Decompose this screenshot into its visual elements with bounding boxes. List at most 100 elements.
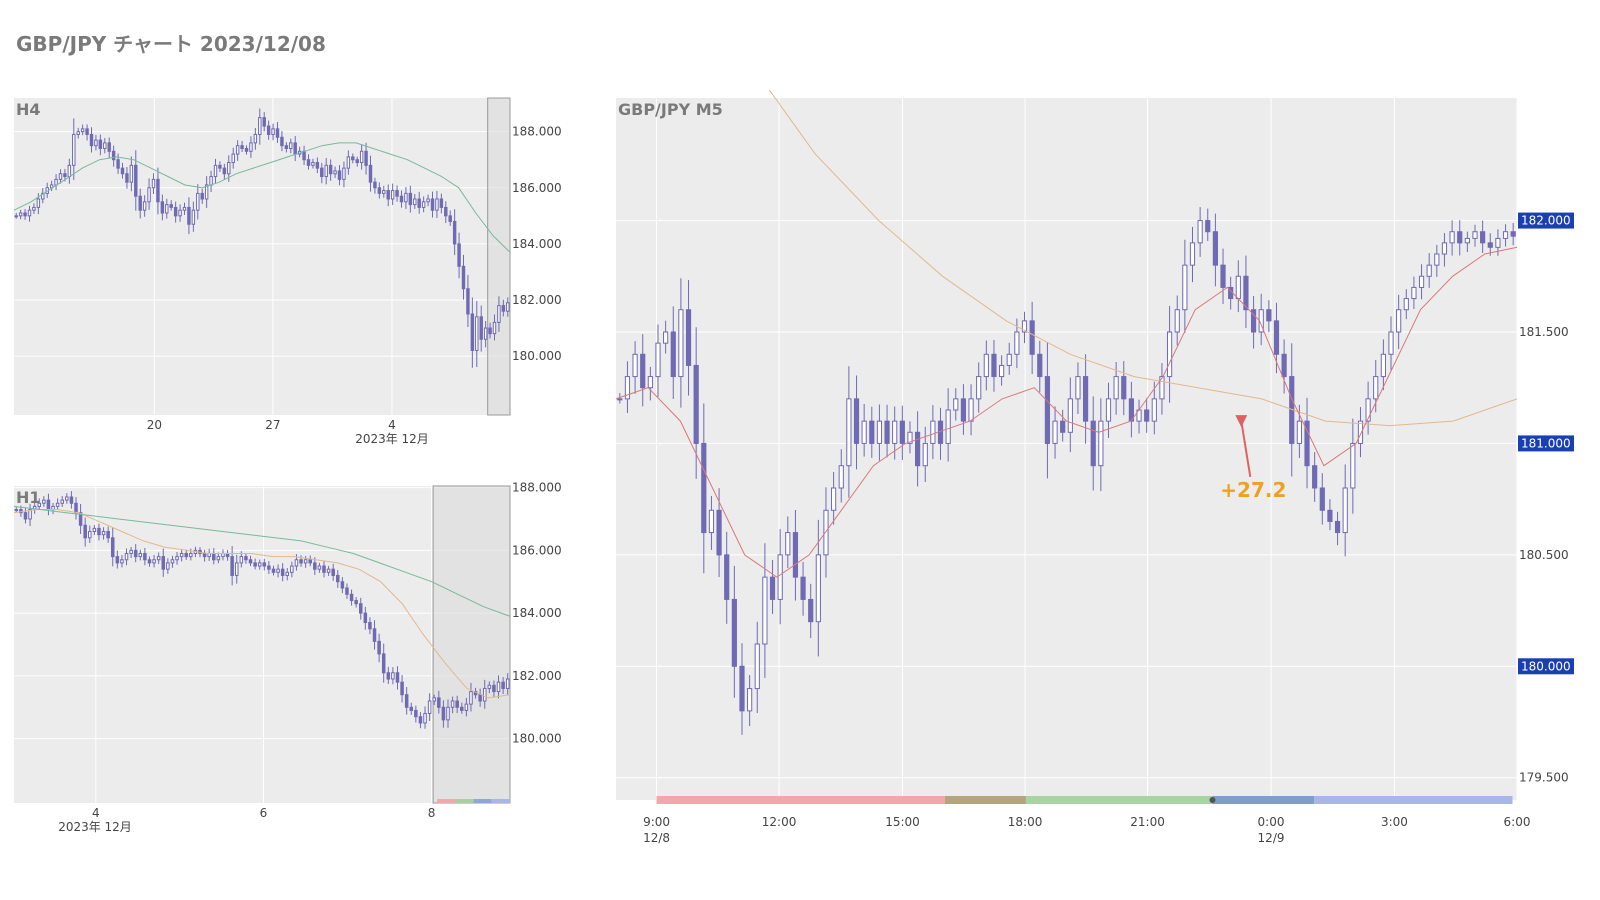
m5-candle bbox=[1480, 231, 1486, 244]
m5-x-tick-label: 0:00 bbox=[1258, 815, 1285, 829]
h1-chart[interactable]: 188.000 186.000 184.000 182.000 180.000 4 6 8 20… bbox=[0, 478, 580, 848]
h4-candle bbox=[506, 302, 510, 312]
m5-candle bbox=[1441, 242, 1448, 255]
h1-candle bbox=[432, 697, 436, 702]
h1-candle bbox=[372, 628, 377, 642]
m5-candle bbox=[1060, 420, 1066, 433]
m5-candle bbox=[846, 398, 852, 467]
h4-candle bbox=[289, 142, 293, 149]
h1-candle bbox=[276, 568, 280, 573]
h4-candle bbox=[457, 243, 461, 267]
m5-candle bbox=[1266, 309, 1272, 322]
m5-candle bbox=[945, 409, 951, 444]
m5-x-tick-label: 3:00 bbox=[1381, 815, 1408, 829]
m5-candle bbox=[1235, 275, 1241, 300]
h4-candle bbox=[107, 142, 111, 152]
h1-y-tick-label: 186.000 bbox=[512, 543, 562, 557]
m5-candle bbox=[1495, 237, 1501, 248]
h1-candle bbox=[166, 562, 170, 570]
h4-candle bbox=[483, 327, 488, 340]
h4-candle bbox=[302, 150, 306, 161]
h4-candle bbox=[54, 178, 58, 186]
m5-chart[interactable]: 182.000181.500181.000180.500179.500182.0… bbox=[600, 90, 1600, 850]
m5-candle bbox=[892, 420, 898, 444]
h4-candle bbox=[262, 117, 266, 127]
m5-candle bbox=[1312, 465, 1318, 489]
h1-candle bbox=[106, 531, 110, 539]
m5-candle bbox=[777, 554, 783, 600]
m5-candle bbox=[1396, 309, 1402, 333]
m5-chart-panel: 182.000181.500181.000180.500179.500182.0… bbox=[600, 90, 1600, 850]
m5-candle bbox=[1212, 231, 1218, 266]
h1-candle bbox=[478, 694, 482, 702]
h4-candle bbox=[399, 195, 404, 203]
h1-candle bbox=[143, 552, 147, 561]
h1-y-tick-label: 184.000 bbox=[512, 606, 562, 620]
m5-candle bbox=[853, 398, 860, 444]
m5-candle bbox=[968, 398, 974, 422]
h1-candle bbox=[184, 552, 188, 558]
h4-candle bbox=[125, 173, 129, 183]
m5-candle bbox=[1449, 231, 1455, 244]
m5-candle bbox=[1487, 242, 1493, 248]
h4-candle bbox=[76, 131, 80, 135]
m5-candle bbox=[1044, 376, 1051, 444]
h1-candle bbox=[88, 531, 92, 539]
h1-candle bbox=[303, 559, 308, 564]
m5-x-tick-label: 12:00 bbox=[762, 815, 797, 829]
h4-candle bbox=[497, 305, 501, 323]
h4-candle bbox=[452, 220, 457, 245]
h1-candle bbox=[257, 562, 262, 567]
m5-price-badge-label: 182.000 bbox=[1521, 214, 1571, 228]
m5-candle bbox=[685, 309, 692, 366]
m5-candle bbox=[754, 643, 760, 690]
h1-candle bbox=[97, 527, 101, 536]
h4-candle bbox=[466, 288, 470, 315]
h4-candle bbox=[266, 125, 271, 135]
m5-candle bbox=[655, 342, 661, 378]
m5-y-tick-label: 180.500 bbox=[1519, 548, 1569, 562]
m5-trade-line bbox=[1240, 420, 1252, 478]
m5-candle bbox=[1365, 398, 1371, 422]
h4-candle bbox=[111, 150, 116, 161]
m5-candle bbox=[1464, 237, 1470, 244]
h4-y-tick-label: 182.000 bbox=[512, 293, 562, 307]
m5-candle bbox=[953, 398, 959, 411]
h4-candle bbox=[165, 204, 169, 214]
m5-candle bbox=[1388, 331, 1394, 355]
h4-y-tick-label: 186.000 bbox=[512, 181, 562, 195]
h1-candle bbox=[308, 559, 312, 564]
h4-candle bbox=[209, 176, 213, 186]
h1-candle bbox=[336, 574, 340, 583]
h4-candle bbox=[80, 128, 85, 133]
m5-candle bbox=[1029, 320, 1035, 355]
h4-candle bbox=[138, 195, 142, 211]
h4-chart[interactable]: 188.000 186.000 184.000 182.000 180.000 20 27 4… bbox=[0, 90, 580, 460]
h4-y-tick-label: 188.000 bbox=[512, 125, 562, 139]
m5-candle bbox=[1350, 442, 1356, 489]
h4-candle bbox=[324, 164, 328, 178]
h1-candle bbox=[120, 559, 124, 564]
h1-candle bbox=[115, 556, 120, 564]
h4-candle bbox=[235, 145, 240, 155]
h1-candle bbox=[285, 571, 290, 576]
h4-candle bbox=[213, 164, 218, 178]
h1-candle bbox=[14, 509, 19, 512]
h4-candle bbox=[373, 181, 377, 189]
h4-candle bbox=[364, 150, 368, 166]
h1-candle bbox=[368, 622, 372, 630]
m5-candle bbox=[915, 431, 921, 467]
h4-candle bbox=[227, 162, 231, 175]
h1-ma-long-line bbox=[13, 505, 511, 617]
m5-candle bbox=[1037, 353, 1043, 378]
m5-ma-long-line bbox=[768, 90, 1518, 427]
h1-candle bbox=[363, 612, 368, 624]
m5-candle bbox=[1189, 242, 1196, 266]
h1-candle bbox=[464, 703, 469, 711]
m5-candle bbox=[647, 376, 653, 389]
h4-candle bbox=[395, 190, 399, 197]
m5-plot-area bbox=[616, 98, 1517, 800]
h1-candle bbox=[28, 509, 32, 520]
m5-ma-short-line bbox=[615, 246, 1518, 578]
h1-candle bbox=[179, 552, 184, 558]
